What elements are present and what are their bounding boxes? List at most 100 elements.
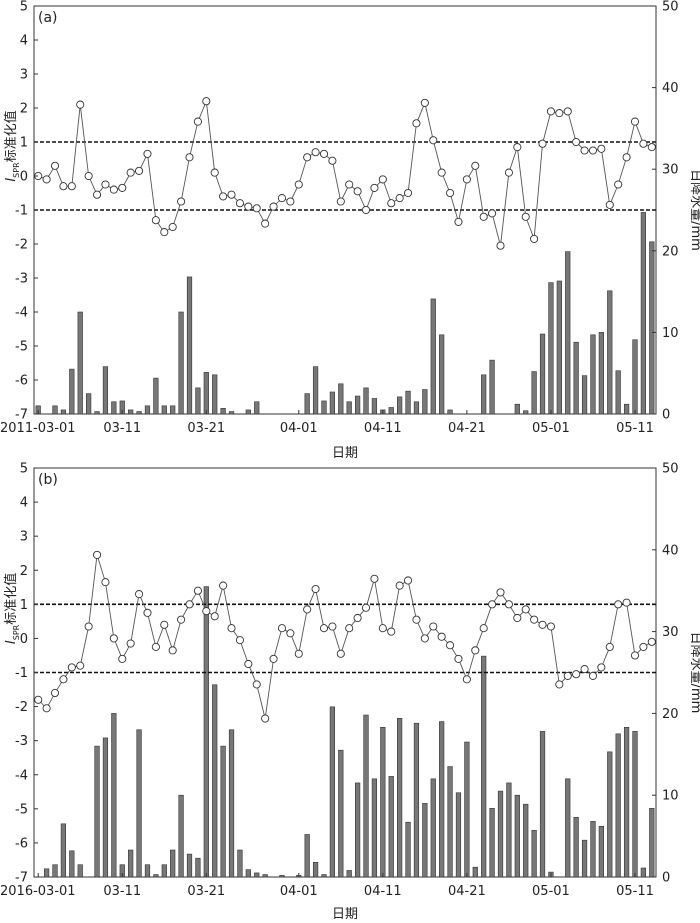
index-point (647, 143, 656, 152)
x-tick-label: 05-01 (532, 884, 570, 899)
index-point (387, 627, 396, 636)
index-point (639, 642, 648, 651)
y-left-axis-label: ISPR标准化值 (3, 110, 21, 181)
precip-bar (304, 834, 310, 878)
index-point (454, 654, 463, 663)
index-point (177, 615, 186, 624)
precip-bar (178, 794, 184, 878)
y-left-label-main: I (4, 640, 19, 644)
index-point (488, 209, 497, 218)
index-point (630, 117, 640, 126)
index-point (92, 190, 102, 199)
precip-bar (77, 311, 83, 415)
index-point (193, 117, 202, 126)
index-point (219, 192, 228, 201)
precip-bar (413, 401, 420, 415)
index-point (479, 212, 488, 221)
y-left-tick-label: 2 (20, 564, 28, 579)
y-left-tick-label: -7 (15, 871, 28, 886)
index-point (462, 175, 471, 184)
index-point (378, 624, 387, 633)
index-point (622, 153, 631, 162)
y-left-axis-label: ISPR标准化值 (3, 573, 21, 644)
y-left-tick-label: -1 (15, 204, 28, 219)
precip-bar (514, 403, 520, 415)
index-point (462, 675, 471, 684)
precip-bar (472, 866, 478, 878)
y-right-tick-label: 0 (662, 408, 670, 423)
precip-bar (632, 731, 638, 878)
index-point (101, 578, 110, 587)
precip-bar (195, 857, 201, 878)
index-point (395, 581, 404, 590)
index-point (160, 620, 169, 629)
index-point (277, 194, 287, 203)
index-point (42, 175, 51, 184)
index-point (84, 622, 93, 631)
precip-bar (556, 280, 562, 415)
x-tick-label: 03-11 (103, 884, 141, 899)
index-point (168, 222, 177, 232)
precip-bar (43, 868, 50, 878)
index-point (361, 205, 371, 215)
precip-bar (136, 411, 142, 415)
x-axis-label: 日期 (332, 907, 358, 922)
x-tick-label: 05-01 (532, 421, 570, 436)
x-tick-label: 2016-03-01 (0, 884, 76, 899)
precip-bar (447, 766, 453, 878)
precip-bar (153, 377, 159, 415)
y-left-label-rest: 标准化值 (3, 573, 19, 625)
x-tick-label: 05-11 (616, 884, 654, 899)
index-point (496, 588, 505, 597)
precip-bar (312, 366, 319, 415)
index-point (319, 149, 329, 158)
precip-bar (77, 864, 83, 878)
x-tick-label: 03-21 (187, 884, 225, 899)
index-point (563, 671, 572, 680)
index-point (67, 663, 76, 672)
index-point (92, 550, 102, 559)
y-left-tick-label: -3 (15, 734, 28, 749)
precip-bar (254, 401, 260, 415)
index-point (437, 168, 446, 177)
index-point (437, 632, 446, 641)
y-left-tick-label: 0 (20, 170, 28, 185)
index-point (555, 680, 564, 689)
precip-bar (245, 869, 251, 878)
index-point (370, 574, 379, 583)
index-point (555, 109, 564, 118)
precip-bar (422, 803, 428, 878)
y-right-tick-label: 10 (662, 789, 679, 804)
index-point (244, 202, 253, 211)
precip-bar (531, 371, 537, 415)
y-left-tick-label: -5 (15, 802, 28, 817)
index-point (143, 149, 152, 158)
x-tick-label: 03-21 (187, 421, 225, 436)
precip-bar (405, 821, 411, 878)
index-point (311, 148, 320, 157)
index-point (412, 615, 421, 624)
precip-bar (623, 727, 630, 878)
y-left-tick-label: -4 (15, 306, 28, 321)
index-point (513, 143, 522, 152)
index-point (328, 156, 337, 165)
precip-bar (598, 825, 604, 878)
y-right-tick-label: 40 (662, 81, 679, 96)
precip-bar (69, 850, 75, 878)
index-point (471, 646, 480, 655)
index-point (412, 119, 421, 128)
x-tick-label: 04-11 (364, 421, 402, 436)
index-point (546, 622, 555, 631)
index-point (496, 241, 505, 250)
precip-bar (94, 745, 100, 878)
index-point (345, 180, 354, 189)
y-left-tick-label: 2 (20, 102, 28, 117)
index-point (235, 199, 244, 208)
index-point (210, 168, 219, 177)
precip-bar (338, 749, 344, 878)
y-right-tick-label: 30 (662, 163, 679, 178)
precip-bar (607, 290, 613, 415)
index-point (311, 584, 320, 594)
precip-bar (338, 383, 344, 415)
